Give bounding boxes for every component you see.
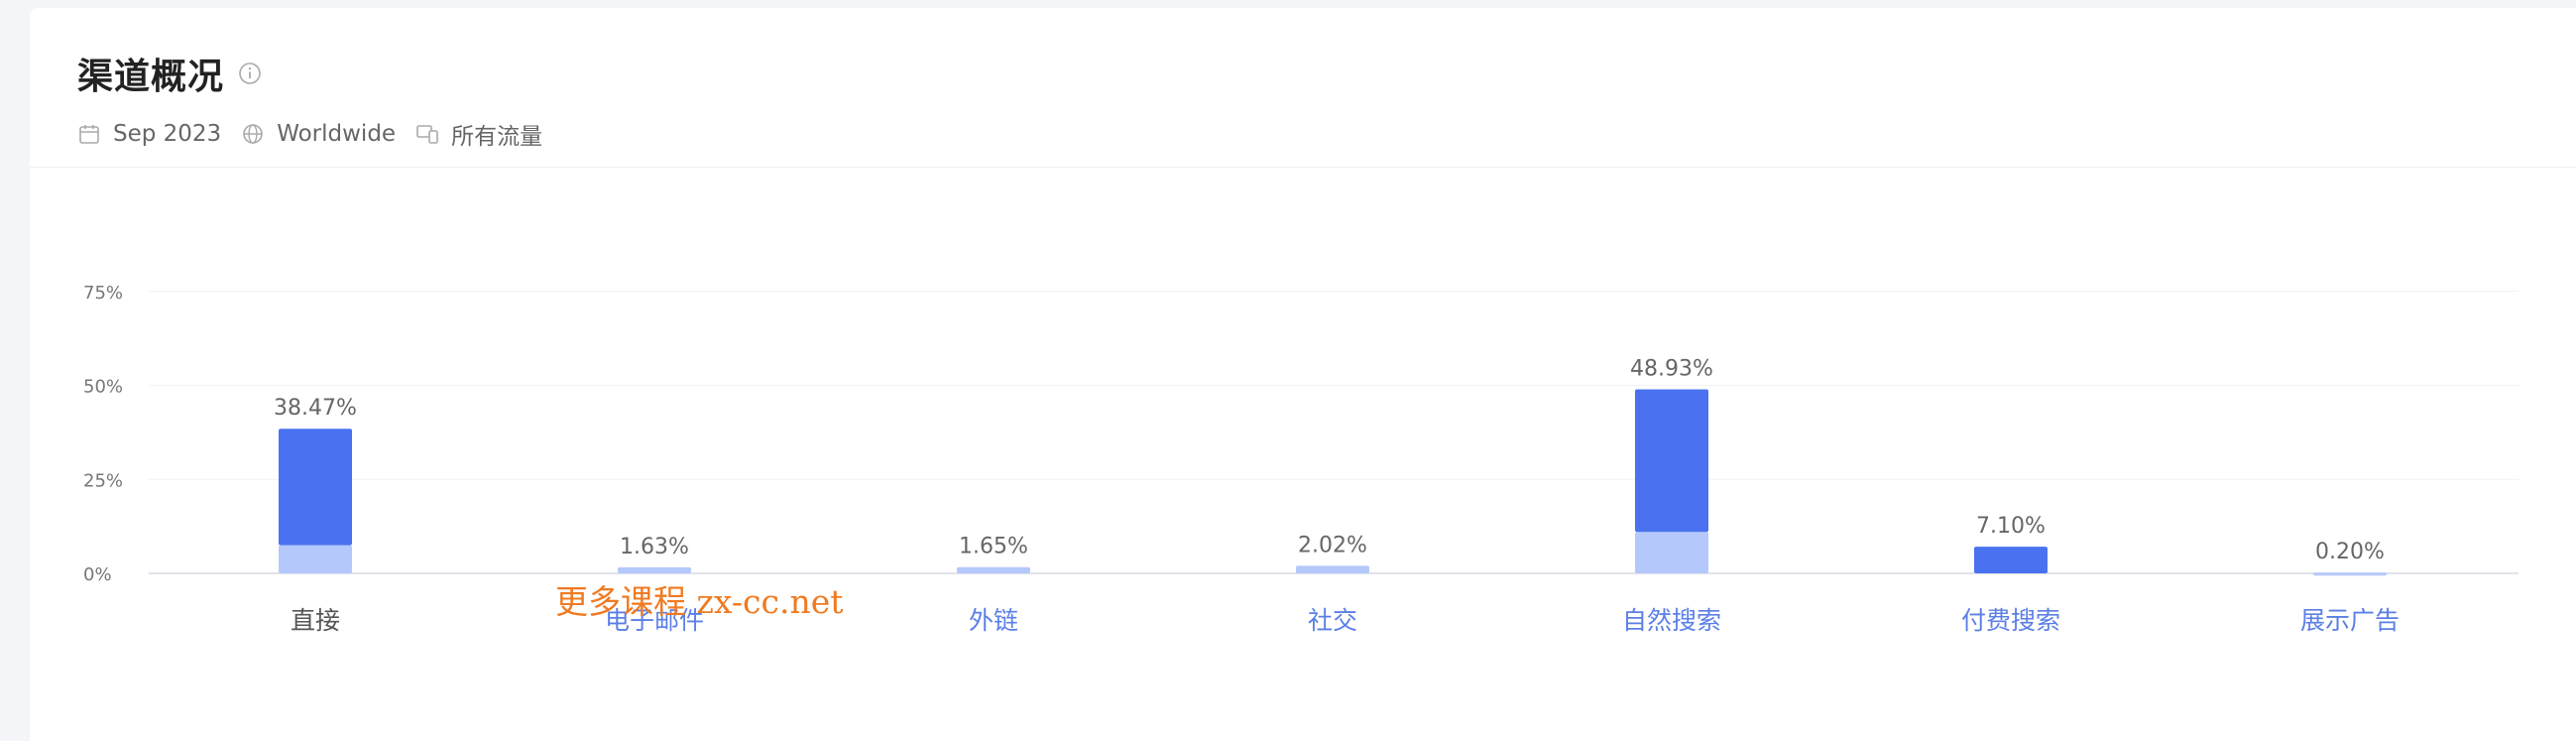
y-tick-label: 50% <box>83 377 123 398</box>
bar-segment <box>1635 532 1708 573</box>
bar-segment <box>2313 572 2387 576</box>
x-category-label: 付费搜索 <box>1961 606 2060 635</box>
bar-segment <box>1296 565 1369 573</box>
bar-segment <box>957 566 1030 573</box>
x-category-label: 自然搜索 <box>1622 606 1721 635</box>
calendar-icon <box>77 122 101 146</box>
y-tick-label: 25% <box>83 470 123 491</box>
bar-value-label: 1.65% <box>959 535 1028 559</box>
x-category-label: 电子邮件 <box>605 606 704 635</box>
y-tick-label: 75% <box>83 283 123 304</box>
region-filter[interactable]: Worldwide <box>277 121 397 147</box>
bar-segment <box>279 545 352 573</box>
bar-value-label: 48.93% <box>1630 357 1713 382</box>
bar-segment <box>279 429 352 546</box>
header-divider <box>30 167 2576 168</box>
x-category-label: 社交 <box>1308 606 1357 635</box>
bar-segment <box>1635 389 1708 533</box>
card-header: 渠道概况 Sep 2023 <box>77 48 562 151</box>
watermark-text: 更多课程 zx-cc.net <box>555 582 844 621</box>
x-category-label: 直接 <box>291 606 340 635</box>
bar-segment <box>618 566 691 573</box>
info-icon[interactable] <box>238 62 262 85</box>
bar-value-label: 2.02% <box>1298 533 1367 557</box>
date-filter[interactable]: Sep 2023 <box>113 121 222 147</box>
bar-value-label: 7.10% <box>1976 514 2046 539</box>
bar-value-label: 1.63% <box>620 535 689 559</box>
x-category-label: 外链 <box>969 606 1018 635</box>
bar-value-label: 38.47% <box>274 396 357 421</box>
card-title: 渠道概况 <box>77 57 225 97</box>
globe-icon <box>241 122 265 146</box>
bar-segment <box>1974 547 2048 573</box>
y-tick-label: 0% <box>83 564 112 585</box>
filter-row: Sep 2023 Worldwide 所有流量 <box>77 117 562 151</box>
devices-icon <box>415 122 439 146</box>
bar-value-label: 0.20% <box>2315 540 2385 564</box>
channel-overview-card: 渠道概况 Sep 2023 <box>30 8 2576 741</box>
traffic-filter[interactable]: 所有流量 <box>451 124 543 150</box>
x-category-label: 展示广告 <box>2300 606 2400 635</box>
